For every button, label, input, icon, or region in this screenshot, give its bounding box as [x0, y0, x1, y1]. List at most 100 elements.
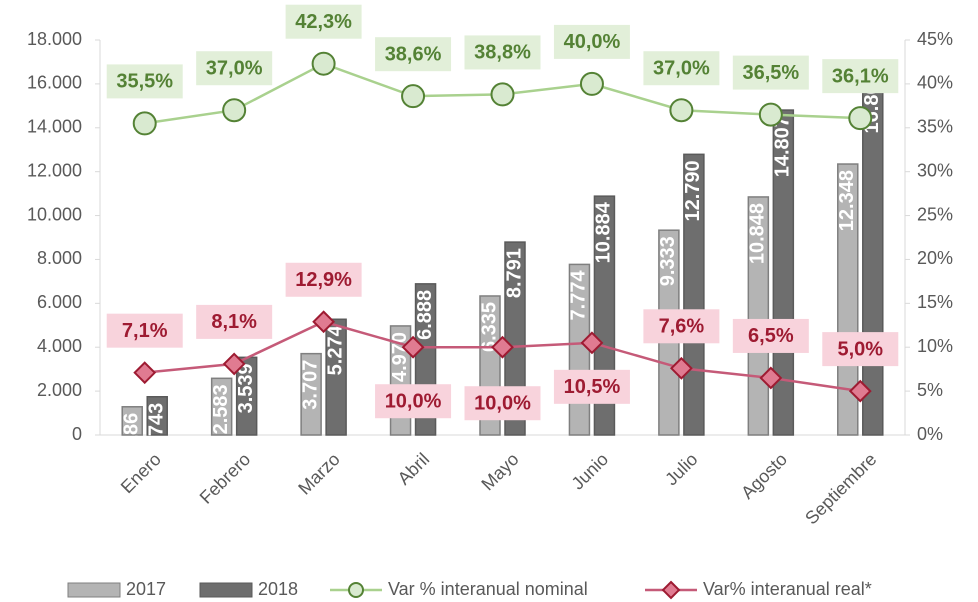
- y-tick-label: 14.000: [27, 117, 82, 137]
- bar-value-label: 3.707: [299, 360, 321, 410]
- line-value-label: 10,5%: [564, 376, 621, 398]
- bar: [837, 163, 859, 436]
- marker: [490, 82, 515, 107]
- x-tick-label: Junio: [568, 449, 613, 494]
- label-bg: [196, 51, 273, 86]
- x-tick-label: Agosto: [737, 449, 791, 503]
- legend-marker: [348, 582, 364, 598]
- y-tick-label: 6.000: [37, 292, 82, 312]
- marker: [401, 335, 425, 359]
- bar-value-label: 1.743: [146, 403, 168, 453]
- marker: [669, 356, 693, 380]
- y-tick-label: 0: [72, 424, 82, 444]
- y2-tick-label: 30%: [917, 160, 953, 180]
- line-value-label: 10,0%: [474, 393, 531, 415]
- bar-value-label: 9.333: [657, 236, 679, 286]
- bar: [210, 377, 233, 436]
- line-value-label: 8,1%: [211, 311, 257, 333]
- line-value-label: 7,6%: [659, 316, 705, 338]
- line-value-label: 12,9%: [295, 269, 352, 291]
- label-bg: [732, 318, 809, 353]
- label-bg: [732, 55, 809, 90]
- legend-label: 2018: [258, 579, 298, 599]
- y-tick-label: 18.000: [27, 29, 82, 49]
- bar-value-label: 7.774: [568, 270, 590, 321]
- bar-value-label: 2.583: [210, 384, 232, 434]
- line-value-label: 37,0%: [206, 58, 263, 80]
- x-tick-label: Julio: [661, 449, 701, 489]
- label-bg: [106, 313, 183, 348]
- line-value-label: 35,5%: [116, 71, 173, 93]
- x-tick-label: Septiembre: [801, 449, 880, 528]
- line-value-label: 10,0%: [385, 391, 442, 413]
- legend-marker: [661, 580, 681, 600]
- bar-value-label: 8.791: [503, 248, 525, 298]
- bar-value-label: 3.539: [235, 363, 257, 413]
- label-bg: [375, 37, 452, 72]
- marker: [580, 331, 604, 355]
- line-value-label: 5,0%: [837, 338, 883, 360]
- label-bg: [285, 262, 362, 297]
- marker: [401, 84, 426, 109]
- y-tick-label: 4.000: [37, 336, 82, 356]
- y-tick-label: 12.000: [27, 160, 82, 180]
- bar: [772, 109, 795, 436]
- bar: [146, 396, 168, 436]
- label-bg: [822, 332, 899, 367]
- y-tick-label: 16.000: [27, 73, 82, 93]
- bar: [325, 318, 347, 436]
- line-value-label: 7,1%: [122, 320, 168, 342]
- bar-value-label: 10.848: [747, 203, 769, 264]
- y-tick-label: 8.000: [37, 248, 82, 268]
- marker: [758, 102, 783, 127]
- bar-value-label: 6.888: [414, 290, 436, 340]
- marker: [311, 51, 336, 76]
- marker: [579, 71, 604, 96]
- bar-value-label: 4.970: [389, 332, 411, 382]
- y2-tick-label: 10%: [917, 336, 953, 356]
- label-bg: [553, 369, 630, 404]
- bar-value-label: 14.807: [772, 116, 794, 177]
- label-bg: [553, 24, 630, 59]
- y2-tick-label: 15%: [917, 292, 953, 312]
- legend-label: 2017: [126, 579, 166, 599]
- marker: [133, 361, 157, 385]
- y2-tick-label: 25%: [917, 204, 953, 224]
- y2-tick-label: 45%: [917, 29, 953, 49]
- line-value-label: 6,5%: [748, 325, 794, 347]
- bar-value-label: 6.335: [478, 302, 500, 352]
- y2-tick-label: 20%: [917, 248, 953, 268]
- y2-tick-label: 40%: [917, 73, 953, 93]
- legend-label: Var % interanual nominal: [388, 579, 588, 599]
- y2-tick-label: 0%: [917, 424, 943, 444]
- line-value-label: 38,8%: [474, 42, 531, 64]
- bar: [300, 352, 322, 436]
- y2-tick-label: 35%: [917, 117, 953, 137]
- marker: [312, 310, 336, 334]
- bar: [121, 406, 143, 436]
- bar-value-label: 1.286: [121, 413, 143, 463]
- bar-value-label: 12.348: [836, 170, 858, 231]
- marker: [669, 98, 694, 123]
- line-value-label: 36,1%: [832, 65, 889, 87]
- y-tick-label: 10.000: [27, 204, 82, 224]
- marker: [132, 111, 157, 136]
- legend-swatch: [199, 582, 253, 598]
- marker: [848, 106, 873, 131]
- bar-value-label: 5.274: [324, 324, 346, 375]
- line-value-label: 40,0%: [564, 31, 621, 53]
- marker: [222, 98, 247, 123]
- marker: [222, 352, 246, 376]
- label-bg: [822, 59, 899, 94]
- label-bg: [643, 309, 720, 344]
- label-bg: [643, 51, 720, 86]
- line-value-label: 38,6%: [385, 43, 442, 65]
- legend-swatch: [67, 582, 121, 598]
- y2-tick-label: 5%: [917, 380, 943, 400]
- x-tick-label: Abril: [394, 449, 434, 489]
- y-tick-label: 2.000: [37, 380, 82, 400]
- label-bg: [285, 4, 362, 39]
- label-bg: [196, 304, 273, 339]
- x-tick-label: Marzo: [294, 449, 344, 499]
